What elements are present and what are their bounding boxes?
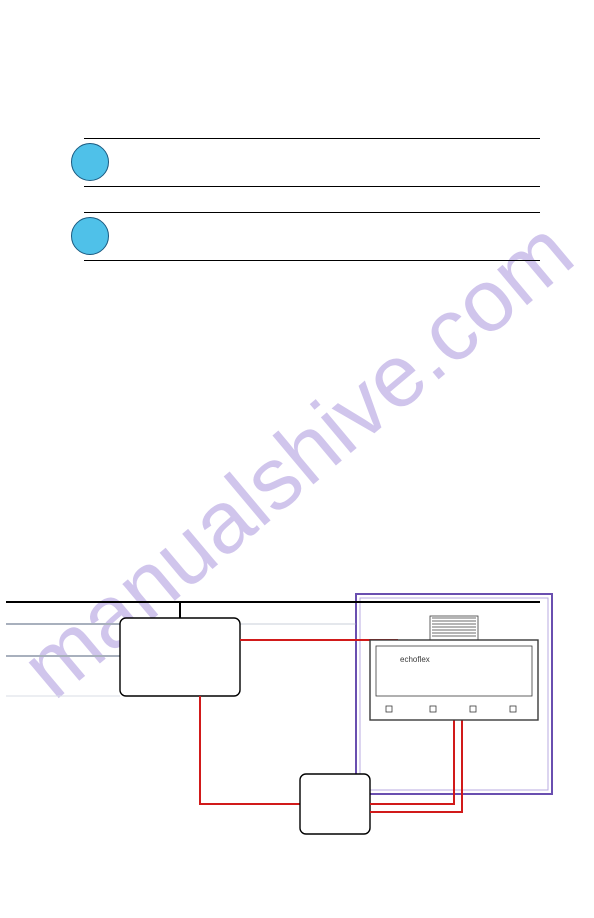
wiring-diagram: echoflex <box>0 0 594 918</box>
device-brand-label: echoflex <box>400 655 430 664</box>
page: manualshive.com <box>0 0 594 918</box>
